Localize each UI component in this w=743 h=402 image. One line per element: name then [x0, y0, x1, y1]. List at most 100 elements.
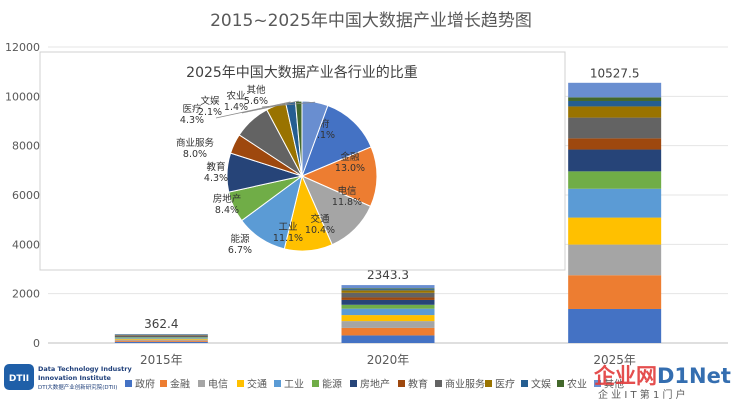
- bar-segment: [341, 315, 435, 322]
- bar-segment: [568, 100, 662, 107]
- bar-segment: [568, 117, 662, 139]
- dtii-logo-line1: Data Technology Industry: [38, 365, 132, 373]
- legend-swatch: [198, 380, 205, 387]
- x-axis: 2015年 2020年 2025年: [140, 353, 636, 367]
- bar-total-label: 362.4: [144, 317, 178, 331]
- bar-segment: [341, 292, 435, 298]
- x-tick-label: 2025年: [593, 353, 636, 367]
- pie-leader-line: [215, 101, 291, 119]
- legend-swatch: [160, 380, 167, 387]
- watermark-tagline: 企 业 I T 第 1 门 户: [598, 388, 686, 401]
- bar-segment: [114, 335, 208, 336]
- bar-segment: [341, 308, 435, 316]
- bar-segment: [568, 244, 662, 276]
- pie-slice-name: 商业服务: [176, 137, 215, 149]
- legend-swatch: [125, 380, 132, 387]
- y-tick-label: 0: [33, 337, 40, 350]
- dtii-logo-line3: DTI大数据产业创新研究院(DTII): [38, 383, 117, 391]
- bar-segment: [568, 308, 662, 343]
- bar-segment: [568, 149, 662, 172]
- bar-segment: [341, 297, 435, 300]
- pie-slice-label: 8.4%: [215, 205, 239, 216]
- bar-segment: [341, 289, 435, 291]
- pie-slice-name: 电信: [337, 185, 356, 197]
- bar-segment: [568, 171, 662, 189]
- pie-slice-name: 金融: [340, 151, 360, 163]
- dtii-logo-line2: Innovation Institute: [38, 374, 112, 382]
- legend-label: 交通: [247, 378, 267, 391]
- y-tick-label: 8000: [12, 140, 40, 153]
- bar-segment: [341, 327, 435, 336]
- pie-slice-label: 5.6%: [244, 96, 268, 107]
- bar-segment: [341, 288, 435, 290]
- y-tick-label: 6000: [12, 189, 40, 202]
- bar-segment: [341, 285, 435, 289]
- pie-slice-label: 11.8%: [332, 197, 362, 208]
- pie-slice-label: 13.1%: [305, 130, 335, 141]
- legend-swatch: [237, 380, 244, 387]
- pie-title: 2025年中国大数据产业各行业的比重: [186, 65, 418, 81]
- bar-segment: [568, 106, 662, 118]
- legend-label: 商业服务: [445, 378, 485, 391]
- bar-segment: [341, 304, 435, 309]
- bar-segment: [114, 340, 208, 342]
- pie-slice-name: 交通: [310, 213, 330, 225]
- y-tick-label: 4000: [12, 238, 40, 251]
- legend-swatch: [485, 380, 492, 387]
- y-tick-label: 2000: [12, 288, 40, 301]
- bar-segment: [568, 82, 662, 98]
- bar-segment: [114, 339, 208, 341]
- pie-slice-label: 6.7%: [228, 245, 252, 256]
- legend-label: 教育: [408, 378, 428, 391]
- legend-swatch: [398, 380, 405, 387]
- legend-swatch: [350, 380, 357, 387]
- x-tick-label: 2020年: [367, 353, 410, 367]
- bar-segment: [568, 188, 662, 218]
- pie-slice-label: 13.0%: [335, 163, 365, 174]
- legend-swatch: [521, 380, 528, 387]
- stacked-bars: 362.4 2343.3 10527.5: [114, 66, 662, 343]
- pie-slice-label: 8.0%: [183, 149, 207, 160]
- bar-segment: [114, 336, 208, 338]
- chart-title: 2015~2025年中国大数据产业增长趋势图: [210, 11, 532, 31]
- y-axis: 0 2000 4000 6000 8000 10000 12000: [5, 41, 40, 350]
- pie-slice-label: 4.3%: [204, 173, 228, 184]
- bar-segment: [568, 97, 662, 101]
- bar-segment: [114, 334, 208, 335]
- pie-slice-label: 1.4%: [224, 102, 248, 113]
- d1net-watermark: 企业网 D1Net 企 业 I T 第 1 门 户: [593, 364, 731, 401]
- pie-slice-name: 医疗: [182, 103, 202, 115]
- pie-slice: [301, 104, 372, 177]
- y-tick-label: 10000: [5, 90, 40, 103]
- legend-swatch: [312, 380, 319, 387]
- legend-label: 政府: [135, 378, 155, 391]
- legend-swatch: [274, 380, 281, 387]
- pie-chart: 政府13.1%金融13.0%电信11.8%交通10.4%工业11.1%能源6.7…: [176, 84, 378, 256]
- legend-label: 房地产: [360, 378, 390, 391]
- legend-label: 医疗: [495, 378, 515, 391]
- bar-segment: [341, 321, 435, 328]
- pie-slice-label: 11.1%: [273, 233, 303, 244]
- legend-label: 农业: [567, 378, 587, 391]
- bar-segment: [568, 138, 662, 150]
- legend-label: 电信: [208, 378, 228, 391]
- legend-swatch: [594, 380, 601, 387]
- bar-segment: [114, 341, 208, 343]
- bar-segment: [341, 335, 435, 343]
- legend: 政府 金融 电信 交通 工业 能源 房地产 教育 商业服务 医疗 文娱 农业 其他: [125, 378, 624, 391]
- bar-segment: [568, 275, 662, 309]
- legend-label: 其他: [604, 378, 624, 391]
- watermark-brand-left: 企业网: [593, 364, 657, 388]
- bar-segment: [341, 299, 435, 305]
- bar-total-label: 10527.5: [590, 66, 640, 80]
- bar-segment: [114, 337, 208, 338]
- watermark-brand-right: D1Net: [657, 364, 731, 388]
- legend-label: 文娱: [531, 378, 551, 391]
- dtii-logo-mark-icon: [4, 364, 34, 390]
- legend-label: 金融: [170, 378, 190, 391]
- bar-total-label: 2343.3: [367, 268, 409, 282]
- pie-slice-name: 教育: [206, 161, 225, 173]
- bar-segment: [341, 290, 435, 293]
- pie-leader-line: [261, 101, 316, 108]
- y-tick-label: 12000: [5, 41, 40, 54]
